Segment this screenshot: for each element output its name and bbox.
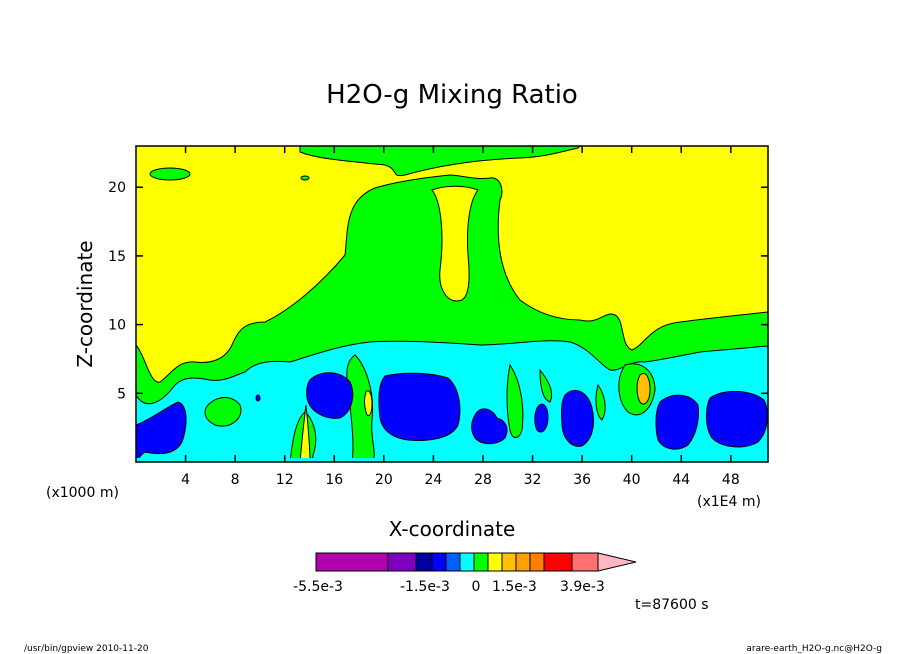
colorbar-label: 0 [472,579,481,595]
x-tick-label: 4 [181,472,190,488]
contour-region-green-small [149,167,191,181]
contour-bottom-strip [136,458,768,462]
contour-region-blue-dot [255,394,261,402]
colorbar-swatch [543,552,573,572]
contour-region-green-patch-3 [506,363,524,438]
colorbar [315,552,637,572]
chart-title: H2O-g Mixing Ratio [326,80,578,110]
colorbar-swatch [387,552,417,572]
contour-region-blue-7 [655,394,699,450]
contour-region-green-patch-4 [539,368,553,403]
contour-region-green-patch-5 [595,383,606,421]
colorbar-labels: -5.5e-3 -1.5e-3 0 1.5e-3 3.9e-3 [293,579,605,595]
x-tick-label: 48 [722,472,740,488]
y-tick-label: 10 [108,318,126,334]
contour-region-yellow-inner [431,185,479,302]
x-tick-label: 28 [474,472,492,488]
x-axis-label: X-coordinate [389,517,516,541]
contour-region-blue-6 [560,390,595,447]
colorbar-swatch [431,552,447,572]
colorbar-label: 1.5e-3 [492,579,537,595]
y-axis: 5 10 15 20 [108,180,768,402]
contour-region-blue-5 [534,403,549,433]
y-tick-label: 20 [108,180,126,196]
colorbar-label: 3.9e-3 [560,579,605,595]
contour-region-yellow-spot [364,390,373,417]
time-label: t=87600 s [635,597,709,613]
x-tick-label: 32 [524,472,542,488]
colorbar-swatch [445,552,461,572]
contour-region-green-dot [300,175,310,181]
contour-region-yellow-spike [299,404,311,462]
colorbar-swatch [515,552,531,572]
colorbar-swatch [571,552,599,572]
contour-region-blue-1 [136,401,187,462]
x-tick-label: 36 [573,472,591,488]
contour-region-green-top [299,146,581,177]
colorbar-label: -1.5e-3 [400,579,450,595]
x-tick-label: 20 [375,472,393,488]
footer-right: arare-earth_H2O-g.nc@H2O-g [746,644,882,654]
x-multiplier-label: (x1E4 m) [697,494,761,510]
colorbar-label: -5.5e-3 [293,579,343,595]
y-axis-label: Z-coordinate [73,240,97,367]
x-tick-label: 8 [231,472,240,488]
contour-region-green-patch-2 [346,354,375,462]
colorbar-swatch [315,552,389,572]
x-tick-label: 40 [623,472,641,488]
x-tick-label: 16 [325,472,343,488]
contour-region-blue-4 [471,408,508,445]
x-tick-label: 24 [424,472,442,488]
colorbar-swatch [415,552,433,572]
x-tick-label: 12 [276,472,294,488]
x-axis: 4 8 12 16 20 24 28 32 36 40 44 48 [181,146,740,488]
colorbar-swatch [459,552,475,572]
contour-region-green-patch-1 [204,397,242,427]
contour-field [136,146,768,462]
contour-region-orange-1 [636,373,651,405]
x-unit-label: (x1000 m) [46,485,119,501]
colorbar-swatch [473,552,489,572]
colorbar-swatch [529,552,545,572]
colorbar-swatch [501,552,517,572]
contour-region-blue-3 [378,372,461,441]
y-tick-label: 15 [108,249,126,265]
y-tick-label: 5 [117,386,126,402]
x-tick-label: 44 [672,472,690,488]
contour-region-blue-2 [306,372,354,419]
plot-frame [135,145,769,463]
colorbar-swatch [487,552,503,572]
contour-region-blue-8 [706,391,768,448]
footer-left: /usr/bin/gpview 2010-11-20 [24,644,149,654]
colorbar-arrow [597,552,637,572]
